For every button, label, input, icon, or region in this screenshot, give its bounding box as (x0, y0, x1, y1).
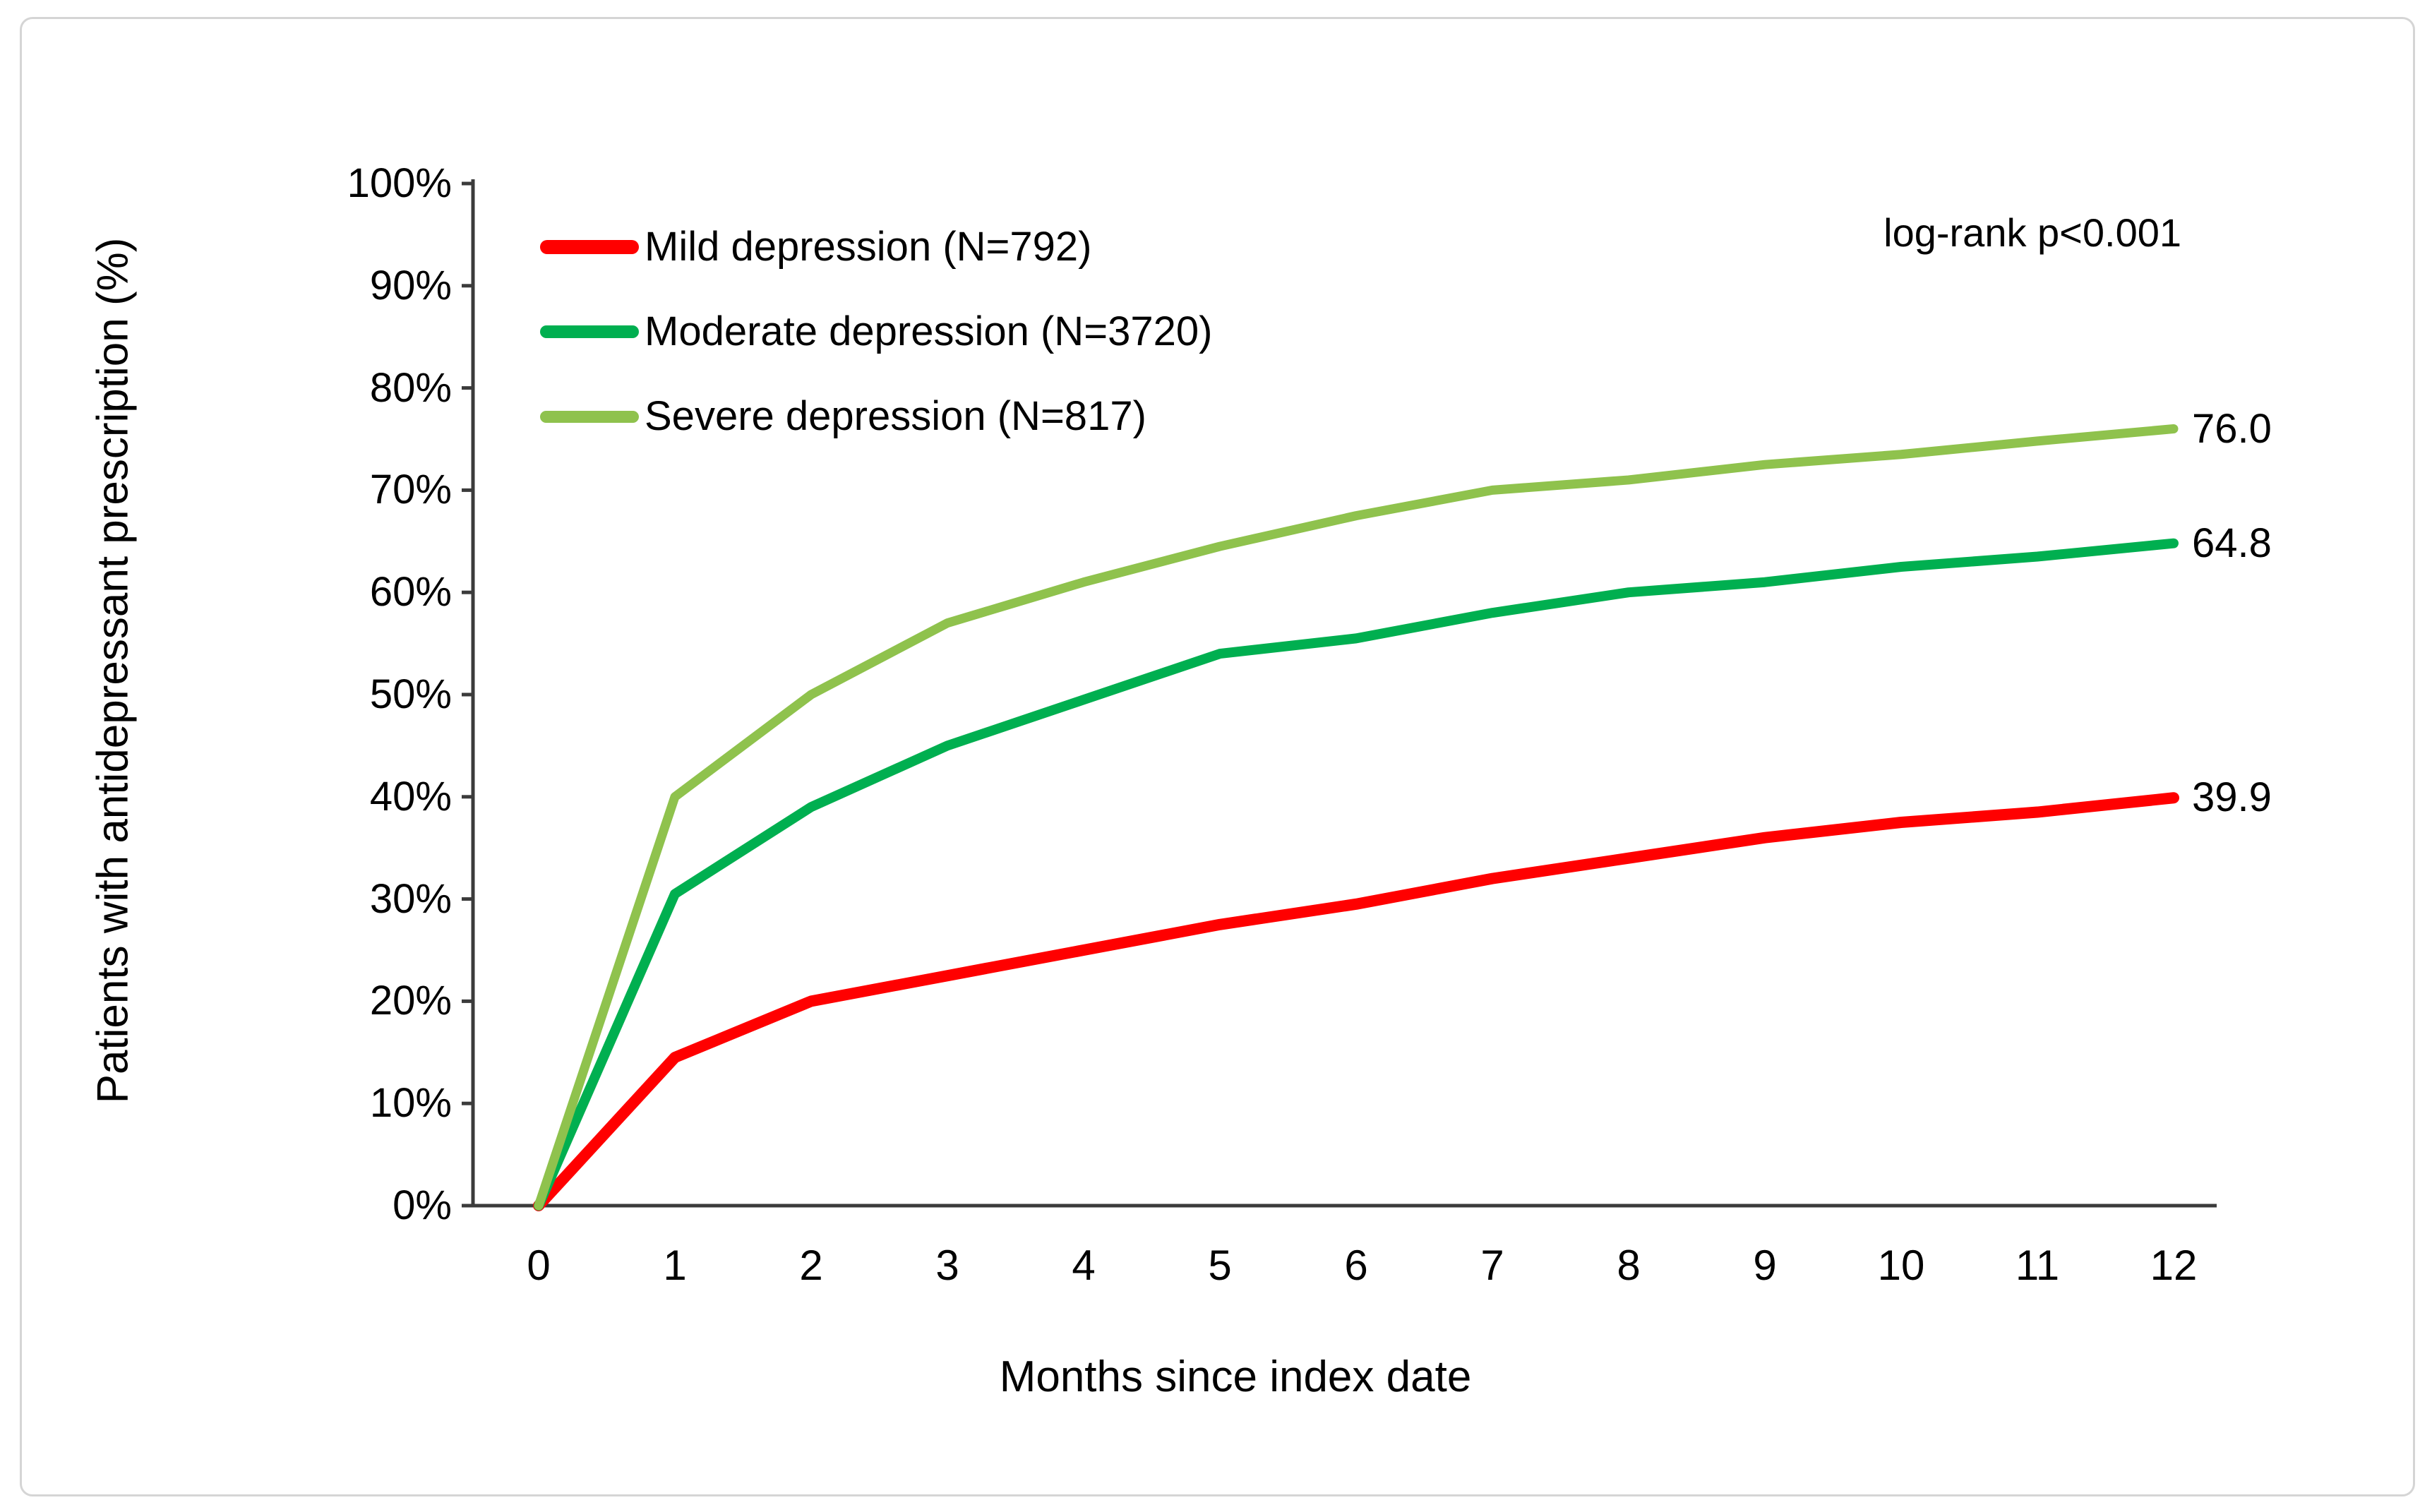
y-tick-label: 90% (369, 262, 452, 308)
x-tick-label: 11 (2015, 1242, 2060, 1289)
series-line-mild (533, 792, 2179, 1211)
x-tick-label: 4 (1072, 1242, 1096, 1289)
end-label-moderate: 64.8 (2192, 520, 2272, 566)
y-tick-label: 20% (369, 978, 452, 1024)
y-tick-label: 10% (369, 1080, 452, 1127)
series-line-moderate (534, 538, 2179, 1211)
series-line-severe (534, 424, 2179, 1211)
end-label-mild: 39.9 (2192, 774, 2272, 821)
figure-border (20, 17, 2415, 1496)
legend-swatch-icon (540, 240, 639, 254)
y-tick-label: 0% (393, 1182, 452, 1228)
y-tick-label: 30% (369, 875, 452, 922)
y-tick-label: 100% (347, 160, 452, 206)
legend-label: Mild depression (N=792) (645, 224, 1092, 270)
y-tick-label: 80% (369, 364, 452, 411)
log-rank-annotation: log-rank p<0.001 (1883, 210, 2181, 255)
y-tick-label: 60% (369, 569, 452, 616)
x-axis-title: Months since index date (999, 1352, 1472, 1401)
y-axis-title: Patients with antidepressant prescriptio… (88, 237, 138, 1104)
legend-label: Moderate depression (N=3720) (645, 308, 1213, 354)
x-tick-label: 2 (799, 1242, 823, 1289)
x-tick-label: 7 (1480, 1242, 1504, 1289)
legend-swatch-icon (540, 410, 639, 423)
x-tick-label: 0 (527, 1242, 551, 1289)
legend-swatch-icon (540, 325, 639, 338)
end-label-severe: 76.0 (2192, 405, 2272, 452)
x-tick-label: 9 (1753, 1242, 1777, 1289)
x-tick-label: 10 (1877, 1242, 1925, 1289)
x-tick-label: 6 (1344, 1242, 1368, 1289)
x-tick-label: 5 (1208, 1242, 1232, 1289)
x-tick-label: 12 (2150, 1242, 2198, 1289)
y-tick-label: 40% (369, 773, 452, 820)
x-tick-label: 1 (663, 1242, 687, 1289)
y-tick-label: 50% (369, 671, 452, 717)
legend-label: Severe depression (N=817) (645, 393, 1146, 439)
x-tick-label: 8 (1617, 1242, 1641, 1289)
x-tick-label: 3 (935, 1242, 959, 1289)
y-tick-label: 70% (369, 467, 452, 513)
